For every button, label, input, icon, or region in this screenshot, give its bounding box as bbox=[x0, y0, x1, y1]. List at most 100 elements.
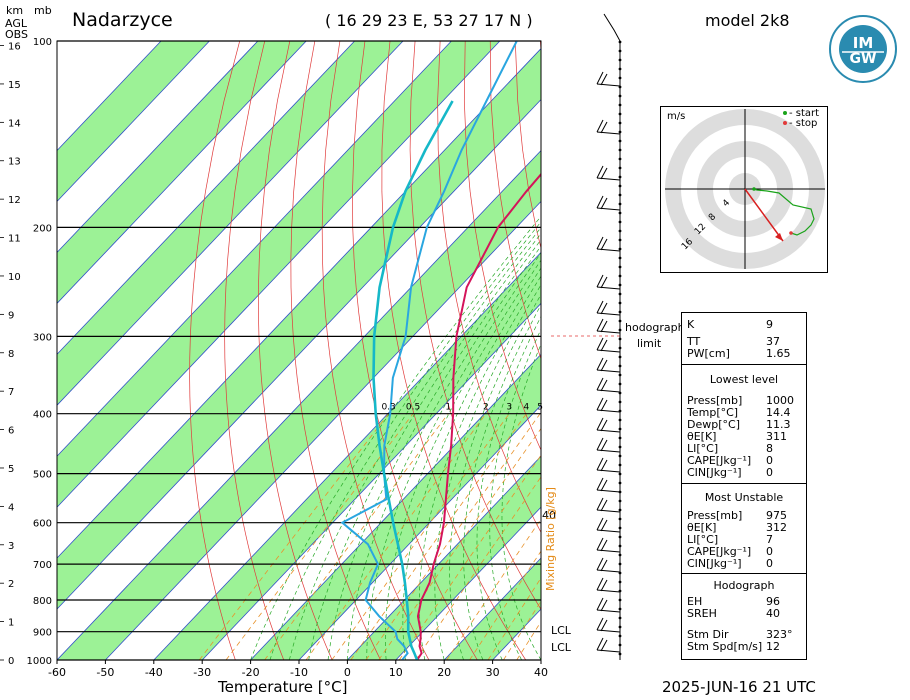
wind-level-dot bbox=[618, 328, 622, 332]
low-thetae-value: 311 bbox=[766, 430, 787, 443]
wind-level-dot bbox=[618, 652, 622, 656]
wind-barb-flag bbox=[600, 619, 608, 632]
pressure-tick-label: 1000 bbox=[27, 656, 52, 667]
height-tick-label: 16 bbox=[8, 42, 21, 53]
wind-level-dot bbox=[618, 112, 622, 116]
mixing-ratio-tick-label: 0.5 bbox=[406, 403, 420, 413]
wind-barb bbox=[596, 286, 621, 290]
moist-adiabat bbox=[347, 245, 541, 660]
moist-adiabat bbox=[288, 226, 541, 660]
wind-level-dot bbox=[618, 166, 622, 170]
isotherm-band bbox=[57, 48, 541, 610]
hodograph-limit-label-1: hodograph bbox=[625, 321, 685, 334]
height-tick-label: 7 bbox=[8, 387, 14, 398]
isotherm-line bbox=[57, 41, 162, 152]
wind-barb-flag bbox=[600, 379, 608, 392]
isotherm-line bbox=[105, 200, 541, 660]
wind-barb bbox=[596, 248, 621, 252]
mixing-ratio-tick-label: 5 bbox=[537, 403, 543, 413]
wind-barb-flag bbox=[600, 302, 608, 315]
wind-barb bbox=[596, 549, 621, 553]
mixing-ratio-line bbox=[516, 620, 541, 660]
wind-level-dot bbox=[618, 625, 622, 629]
wind-level-dot bbox=[618, 499, 622, 503]
isotherm-line bbox=[57, 41, 355, 355]
isotherm-line bbox=[57, 41, 452, 457]
dry-adiabat bbox=[258, 41, 333, 660]
mixing-ratio-tick-label: 3 bbox=[506, 403, 512, 413]
wind-barb bbox=[596, 389, 621, 393]
wind-barb-flag bbox=[600, 579, 608, 592]
wind-barb-flag bbox=[600, 499, 608, 512]
low-cape-label: CAPE[Jkg⁻¹] bbox=[687, 454, 752, 467]
wind-barb-flag bbox=[600, 439, 608, 452]
wind-level-dot bbox=[618, 265, 622, 269]
wind-level-dot bbox=[618, 355, 622, 359]
wind-level-dot bbox=[618, 319, 622, 323]
wind-level-dot bbox=[618, 526, 622, 530]
wind-barb bbox=[596, 349, 621, 353]
lcl-label-lower: LCL bbox=[551, 641, 571, 654]
hodo-start-point bbox=[752, 187, 756, 191]
mr-40-label: 40 bbox=[542, 509, 556, 522]
height-tick-label: 11 bbox=[8, 234, 21, 245]
mixing-ratio-title: Mixing Ratio [g/kg] bbox=[544, 487, 557, 591]
hodograph-plot: 4 8 12 16 m/s - start - stop bbox=[665, 108, 825, 269]
mu-press-value: 975 bbox=[766, 509, 787, 522]
isotherm-line bbox=[57, 41, 210, 203]
dewpoint-profile bbox=[340, 41, 518, 660]
hodograph-title: Hodograph bbox=[713, 579, 775, 592]
dry-adiabat bbox=[437, 41, 541, 534]
wind-level-dot bbox=[618, 157, 622, 161]
wind-barb-flag bbox=[596, 537, 604, 551]
wind-barb-flag bbox=[596, 397, 604, 411]
mu-thetae-value: 312 bbox=[766, 521, 787, 534]
mixing-ratio-line bbox=[365, 413, 541, 660]
mixing-ratio-line bbox=[378, 427, 541, 660]
wind-level-dot bbox=[618, 346, 622, 350]
x-axis-title: Temperature [°C] bbox=[218, 678, 348, 696]
ring-label-8: 8 bbox=[707, 212, 718, 223]
isotherm-line bbox=[57, 149, 541, 660]
wind-level-dot bbox=[618, 454, 622, 458]
wind-barb-flag bbox=[600, 399, 608, 412]
wind-level-dot bbox=[618, 193, 622, 197]
dry-adiabat bbox=[321, 41, 430, 660]
mixing-ratio-line bbox=[503, 600, 541, 660]
wind-level-dot bbox=[618, 238, 622, 242]
x-tick-label: -60 bbox=[48, 666, 66, 679]
isotherm-line bbox=[57, 41, 259, 254]
tt-value: 37 bbox=[766, 335, 780, 348]
pressure-tick-label: 600 bbox=[33, 519, 52, 530]
height-tick-label: 15 bbox=[8, 80, 21, 91]
moist-adiabat bbox=[366, 252, 541, 660]
mu-li-label: LI[°C] bbox=[687, 533, 719, 546]
km-label: km bbox=[6, 4, 24, 17]
wind-barb-flag bbox=[596, 437, 604, 451]
wind-level-dot bbox=[618, 229, 622, 233]
wind-level-dot bbox=[618, 418, 622, 422]
wind-barb bbox=[596, 469, 621, 473]
moist-adiabat bbox=[418, 275, 541, 660]
station-coords: ( 16 29 23 E, 53 27 17 N ) bbox=[325, 11, 533, 30]
wind-level-dot bbox=[618, 382, 622, 386]
x-tick-label: -20 bbox=[242, 666, 260, 679]
wind-level-dot bbox=[618, 445, 622, 449]
wind-barb-flag bbox=[596, 195, 604, 209]
wind-level-dot bbox=[618, 310, 622, 314]
hodograph-panel: 4 8 12 16 m/s - start - stop bbox=[660, 106, 828, 273]
mu-thetae-label: θE[K] bbox=[687, 521, 717, 534]
mixing-ratio-tick-label: 0.3 bbox=[381, 403, 395, 413]
wind-barb-flag bbox=[596, 377, 604, 391]
wind-barb-flag bbox=[596, 165, 604, 179]
ring-label-4: 4 bbox=[721, 198, 732, 209]
isotherm-line bbox=[57, 48, 541, 559]
wind-level-dot bbox=[618, 76, 622, 80]
hodograph-line bbox=[753, 188, 815, 236]
wind-level-dot bbox=[618, 103, 622, 107]
wind-barb bbox=[596, 629, 621, 633]
wind-barb-flag bbox=[596, 497, 604, 511]
low-cape-value: 0 bbox=[766, 454, 773, 467]
wind-barb-flag bbox=[600, 73, 608, 86]
